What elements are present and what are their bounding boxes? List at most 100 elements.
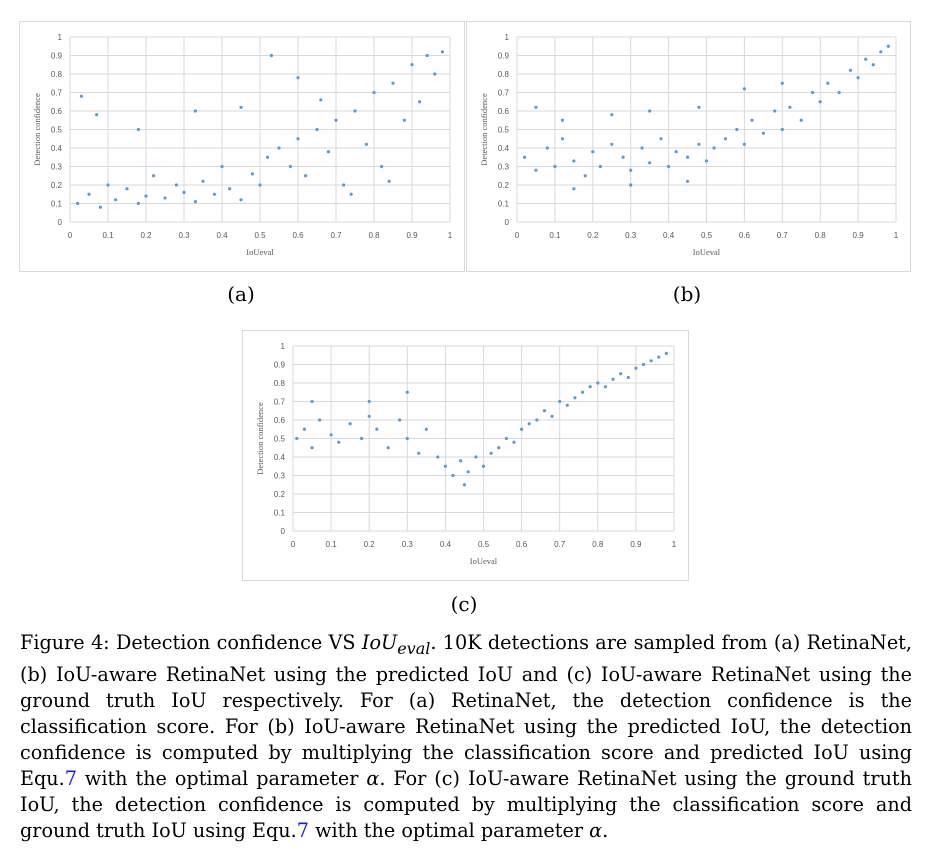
y-tick-label: 0.2 xyxy=(274,490,286,499)
scatter-plot-b: 0 0.1 0.2 0.3 0.4 0.5 0.6 0.7 0.8 0.9 1 0 0.1 0.2 0.3 0… xyxy=(479,33,899,257)
data-point xyxy=(712,146,716,150)
data-point xyxy=(553,164,557,169)
data-point xyxy=(685,179,690,183)
y-tick-label: 0.1 xyxy=(498,200,510,209)
subfigure-label-a: (a) xyxy=(227,282,255,306)
x-tick-label: 0.7 xyxy=(777,231,789,240)
y-tick-label: 0.4 xyxy=(51,144,63,153)
y-tick-label: 0.6 xyxy=(274,416,286,425)
x-tick-label: 0 xyxy=(68,231,73,240)
x-tick-label: 0.6 xyxy=(292,231,304,240)
caption-text-4: with the optimal parameter xyxy=(308,818,590,842)
data-point xyxy=(522,155,527,159)
data-point xyxy=(163,196,167,200)
data-point xyxy=(391,81,395,85)
x-tick-label: 0.4 xyxy=(440,540,452,549)
data-point xyxy=(761,131,765,135)
data-point xyxy=(560,118,565,122)
data-point xyxy=(136,127,140,132)
x-tick-label: 0.9 xyxy=(406,231,418,240)
data-point xyxy=(837,90,841,95)
data-point xyxy=(302,427,307,431)
x-tick-label: 0.7 xyxy=(330,231,342,240)
x-tick-label: 0.2 xyxy=(140,231,152,240)
data-point xyxy=(201,179,205,183)
data-point xyxy=(277,146,281,150)
data-point xyxy=(367,399,371,404)
data-point xyxy=(504,436,508,441)
x-tick-label: 0.2 xyxy=(587,231,599,240)
data-point xyxy=(697,105,701,109)
x-tick-label: 0.8 xyxy=(815,231,827,240)
data-point xyxy=(295,436,299,441)
data-point xyxy=(664,351,668,355)
data-point xyxy=(685,155,690,159)
data-point xyxy=(780,81,784,85)
y-tick-label: 0.4 xyxy=(498,144,510,153)
chart-panel-b: 0 0.1 0.2 0.3 0.4 0.5 0.6 0.7 0.8 0.9 1 0 0.1 0.2 0.3 0… xyxy=(466,21,911,272)
y-tick-label: 0 xyxy=(281,527,286,536)
data-point xyxy=(136,201,140,206)
data-point xyxy=(367,414,371,418)
figure-caption: Figure 4: Detection confidence VS IoUeva… xyxy=(20,630,912,844)
data-point xyxy=(174,183,178,187)
data-point xyxy=(364,142,368,146)
data-point xyxy=(512,440,516,444)
x-tick-label: 0.8 xyxy=(592,540,604,549)
equation-link-1[interactable]: 7 xyxy=(64,766,77,790)
y-axis-title: Detection confidence xyxy=(32,93,42,166)
data-point xyxy=(626,375,630,380)
caption-text-5: . xyxy=(602,818,609,842)
data-point xyxy=(596,381,600,385)
y-tick-label: 0 xyxy=(58,218,63,227)
y-tick-label: 0.7 xyxy=(51,89,63,98)
data-point xyxy=(560,137,565,141)
y-tick-label: 0.4 xyxy=(274,453,286,462)
data-point xyxy=(288,164,292,169)
data-point xyxy=(310,399,314,404)
y-tick-label: 0.2 xyxy=(498,181,510,190)
x-tick-label: 0.6 xyxy=(516,540,528,549)
data-point xyxy=(433,72,437,76)
data-point xyxy=(648,161,652,165)
data-point xyxy=(296,76,300,80)
x-tick-label: 0.8 xyxy=(368,231,380,240)
data-point xyxy=(545,146,549,150)
caption-prefix: Figure 4: Detection confidence VS xyxy=(20,631,362,654)
data-point xyxy=(193,109,197,113)
equation-link-2[interactable]: 7 xyxy=(296,818,309,842)
x-tick-label: 0.1 xyxy=(326,540,338,549)
x-tick-label: 0.3 xyxy=(625,231,637,240)
data-point xyxy=(648,109,652,113)
data-point xyxy=(674,150,678,154)
data-point xyxy=(334,118,338,122)
y-tick-label: 0.6 xyxy=(498,107,510,116)
data-point xyxy=(629,168,633,172)
data-point xyxy=(95,113,99,117)
data-point xyxy=(304,174,308,178)
data-point xyxy=(750,118,754,122)
x-tick-label: 0.1 xyxy=(102,231,114,240)
subfigure-label-b: (b) xyxy=(672,282,702,306)
data-point xyxy=(418,100,422,104)
y-tick-label: 0.1 xyxy=(274,509,286,518)
y-tick-label: 0.9 xyxy=(498,52,510,61)
x-tick-label: 0 xyxy=(291,540,296,549)
data-point xyxy=(106,183,110,187)
data-point xyxy=(474,455,478,459)
x-tick-label: 1 xyxy=(672,540,677,549)
x-tick-label: 1 xyxy=(894,231,899,240)
y-tick-label: 0.5 xyxy=(274,435,286,444)
data-point xyxy=(856,76,860,80)
data-point xyxy=(359,436,364,441)
data-point xyxy=(879,50,883,54)
data-point xyxy=(337,440,341,444)
data-point xyxy=(603,385,608,389)
y-tick-label: 0.8 xyxy=(498,70,510,79)
data-point xyxy=(610,142,614,146)
data-point xyxy=(318,418,322,422)
caption-text-1: . 10K detections are sampled from (a) Re… xyxy=(20,631,912,790)
data-point xyxy=(114,198,118,202)
data-point xyxy=(349,192,353,196)
x-tick-label: 0.7 xyxy=(554,540,566,549)
